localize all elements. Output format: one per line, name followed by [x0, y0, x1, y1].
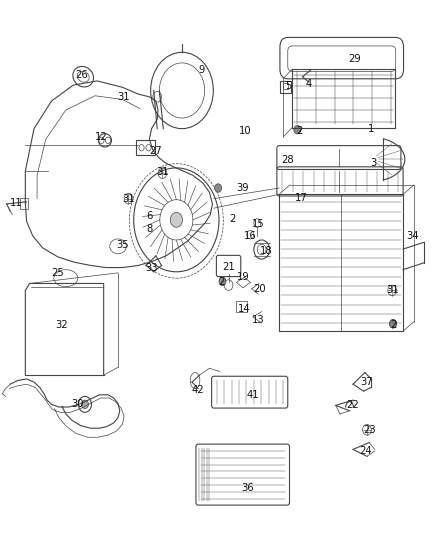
- Text: 2: 2: [218, 277, 224, 287]
- Text: 29: 29: [348, 54, 361, 63]
- Text: 32: 32: [55, 320, 68, 330]
- Text: 25: 25: [52, 268, 64, 278]
- Circle shape: [390, 319, 396, 328]
- Circle shape: [215, 184, 222, 192]
- Text: 21: 21: [222, 262, 235, 271]
- Text: 31: 31: [117, 92, 130, 102]
- Text: 33: 33: [145, 263, 158, 272]
- Text: 9: 9: [198, 66, 205, 75]
- Text: 2: 2: [229, 214, 235, 224]
- Circle shape: [170, 213, 183, 227]
- Text: 13: 13: [252, 314, 265, 325]
- Bar: [279, 195, 403, 331]
- Text: 31: 31: [122, 193, 135, 204]
- Circle shape: [390, 319, 396, 328]
- Text: 10: 10: [239, 126, 251, 136]
- Text: 6: 6: [146, 211, 152, 221]
- Bar: [283, 83, 288, 90]
- Bar: [280, 81, 291, 93]
- Text: 15: 15: [252, 219, 265, 229]
- Bar: [136, 140, 155, 155]
- Circle shape: [219, 277, 226, 286]
- Text: 11: 11: [10, 198, 23, 208]
- Text: 27: 27: [149, 146, 162, 156]
- Text: 8: 8: [146, 224, 152, 235]
- Text: 5: 5: [286, 81, 292, 91]
- Text: 31: 31: [156, 167, 169, 177]
- Text: 20: 20: [254, 284, 266, 294]
- Text: 17: 17: [295, 192, 308, 203]
- Text: 22: 22: [346, 400, 360, 410]
- Text: 14: 14: [238, 304, 251, 314]
- Text: 28: 28: [282, 156, 294, 165]
- Bar: [20, 198, 28, 209]
- Text: 1: 1: [368, 124, 374, 134]
- Bar: [237, 301, 247, 312]
- Text: 31: 31: [386, 285, 399, 295]
- Text: 3: 3: [371, 158, 377, 168]
- Text: 35: 35: [116, 240, 129, 251]
- Text: 37: 37: [360, 377, 373, 387]
- Circle shape: [294, 125, 301, 134]
- Text: 2: 2: [390, 320, 396, 330]
- Text: 23: 23: [363, 425, 375, 435]
- Text: 26: 26: [75, 70, 88, 79]
- Text: 24: 24: [359, 446, 371, 456]
- Text: 19: 19: [237, 272, 250, 282]
- Text: 16: 16: [244, 231, 257, 241]
- Circle shape: [81, 400, 88, 409]
- Text: 30: 30: [71, 399, 84, 409]
- Text: 41: 41: [247, 390, 259, 400]
- Text: 39: 39: [237, 183, 249, 193]
- Text: 12: 12: [95, 132, 108, 142]
- Text: 18: 18: [260, 246, 272, 256]
- Text: 4: 4: [305, 78, 311, 88]
- Text: 36: 36: [241, 483, 254, 493]
- Text: 34: 34: [406, 231, 419, 241]
- Text: 2: 2: [297, 126, 303, 136]
- Text: 42: 42: [192, 384, 205, 394]
